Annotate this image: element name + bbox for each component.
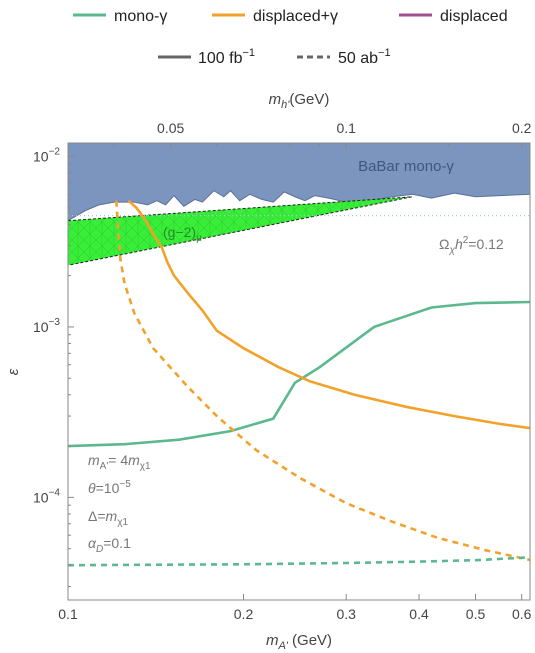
- annotation-theta: θ=10−5: [88, 479, 131, 496]
- legend-item-50ab: 50 ab−1: [297, 47, 391, 67]
- y-tick-label: 10−3: [33, 317, 60, 335]
- top-tick-label: 0.05: [157, 120, 184, 136]
- top-axis-label: mh'(GeV): [269, 91, 330, 111]
- top-axis-ticks: 0.05 0.1 0.2: [113, 120, 532, 149]
- legend-item-100fb: 100 fb−1: [158, 47, 255, 67]
- g2-band: [68, 196, 413, 266]
- annotation-mass-ratio: mA'= 4mχ1: [88, 452, 151, 472]
- relic-label: Ωχh2=0.12: [439, 235, 504, 256]
- legend-label-mono: mono-γ: [114, 8, 167, 25]
- legend-item-mono: mono-γ: [73, 8, 167, 25]
- legend-item-displaced: displaced: [399, 8, 508, 25]
- x-tick-label: 0.2: [234, 606, 254, 622]
- annotation-alpha: αD=0.1: [88, 535, 131, 555]
- y-tick-label: 10−2: [33, 146, 60, 164]
- plot-frame: [67, 142, 531, 601]
- x-tick-label: 0.6: [512, 606, 532, 622]
- y-axis-ticks: 10−4 10−3 10−2: [33, 146, 74, 588]
- annotation-delta: Δ=mχ1: [88, 508, 128, 528]
- y-axis-label: ε: [5, 368, 22, 375]
- babar-label: BaBar mono-γ: [358, 158, 454, 175]
- legend-label-50ab: 50 ab−1: [338, 47, 391, 67]
- babar-excluded-region: [68, 143, 530, 222]
- series-displaced-gamma-50ab: [115, 200, 530, 562]
- x-tick-label: 0.4: [409, 606, 429, 622]
- top-tick-label: 0.1: [336, 120, 356, 136]
- parameter-annotations: mA'= 4mχ1 θ=10−5 Δ=mχ1 αD=0.1: [88, 452, 151, 555]
- x-tick-label: 0.5: [466, 606, 486, 622]
- legend-label-100fb: 100 fb−1: [198, 47, 255, 67]
- legend-item-displaced-gamma: displaced+γ: [212, 8, 338, 25]
- legend-label-displaced-gamma: displaced+γ: [253, 8, 338, 25]
- series-displaced-gamma-100fb: [127, 199, 530, 430]
- x-tick-label: 0.1: [58, 606, 78, 622]
- x-tick-label: 0.3: [336, 606, 356, 622]
- legend-label-displaced: displaced: [440, 8, 508, 25]
- g2-label: (g−2)μ: [163, 224, 202, 244]
- series-mono-gamma-100fb: [68, 300, 530, 448]
- top-tick-label: 0.2: [512, 120, 532, 136]
- x-axis-ticks: 0.1 0.2 0.3 0.4 0.5 0.6: [58, 594, 532, 622]
- y-tick-label: 10−4: [33, 487, 60, 505]
- legend: mono-γ displaced+γ displaced 100 fb−1 50…: [73, 8, 508, 67]
- series-mono-gamma-50ab: [68, 556, 530, 567]
- x-axis-label: mA' (GeV): [266, 632, 332, 652]
